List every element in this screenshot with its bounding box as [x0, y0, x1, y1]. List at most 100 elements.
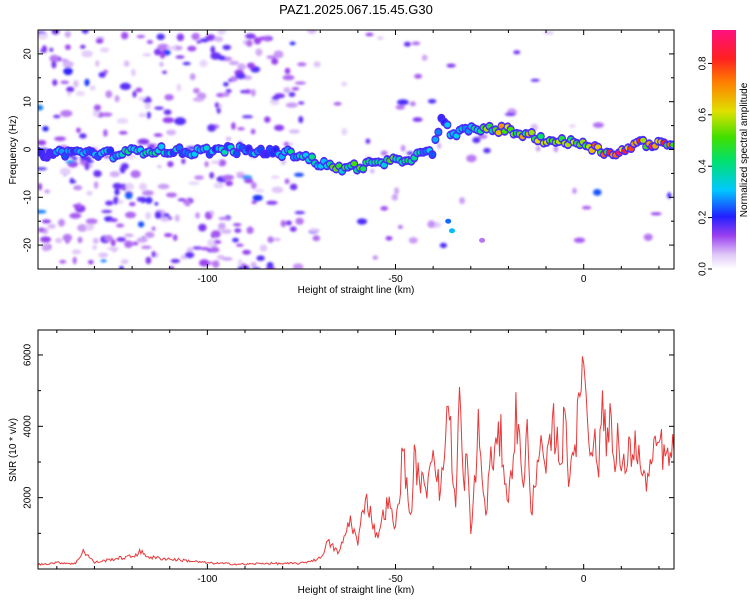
spectral-blob: [136, 237, 148, 243]
spectral-blob: [294, 81, 306, 85]
spectral-blob: [109, 218, 118, 223]
ridge-core: [435, 129, 442, 135]
spectral-blob: [195, 212, 200, 219]
spectral-blob: [479, 237, 486, 243]
spectral-blob: [123, 60, 130, 67]
spectral-blob: [213, 36, 224, 42]
spectral-blob: [75, 91, 86, 96]
snr-ylabel: SNR (10 * v/v): [8, 418, 19, 482]
spectral-blob: [86, 159, 94, 164]
spectral-blob: [157, 183, 170, 190]
spectral-blob: [124, 240, 133, 248]
spectral-blob: [210, 45, 216, 54]
ridge-core: [432, 137, 439, 143]
ridge-core: [360, 166, 367, 172]
spectral-blob: [213, 182, 224, 189]
ridge-core: [453, 133, 460, 139]
spectral-blob: [38, 33, 48, 40]
spectral-blob: [166, 46, 177, 50]
spectral-blob: [191, 33, 200, 41]
y-tick-label: 4000: [23, 415, 34, 438]
spectral-blob: [116, 237, 126, 242]
spectral-blob: [41, 45, 48, 53]
spectral-blob: [116, 223, 125, 228]
spectral-blob: [289, 41, 296, 46]
spectral-blob: [184, 199, 191, 207]
spectral-blob: [136, 34, 145, 39]
spectral-blob: [89, 85, 96, 91]
spectral-blob: [117, 199, 124, 204]
spectral-blob: [254, 189, 265, 193]
spectral-blob: [160, 216, 170, 222]
spectral-blob: [193, 87, 200, 94]
spectral-blob: [228, 60, 239, 66]
spectral-blob: [164, 94, 174, 101]
colorbar: 0.0 0.2 0.4 0.6 0.8 Normalized spectral ampl…: [698, 30, 750, 276]
y-tick-label: -20: [23, 237, 34, 252]
spectral-blob: [119, 265, 124, 269]
spectral-blob: [297, 101, 305, 105]
spectral-blob: [116, 118, 129, 124]
y-tick-label: 10: [23, 96, 34, 108]
spectral-blob: [199, 59, 208, 67]
spectral-blob: [40, 236, 52, 243]
spectral-blob: [439, 242, 447, 249]
spectral-blob: [294, 211, 306, 215]
spectral-blob: [59, 259, 67, 264]
spectral-blob: [200, 247, 210, 251]
spectral-blob: [408, 237, 418, 244]
spectral-blob: [92, 245, 98, 250]
spectral-blob: [207, 239, 216, 247]
colorbar-ticks: 0.0 0.2 0.4 0.6 0.8: [698, 56, 712, 276]
spectral-blob: [100, 259, 107, 263]
y-tick-label: -10: [23, 190, 34, 205]
spectral-blob: [231, 122, 236, 130]
spectral-blob: [159, 50, 166, 59]
snr-panel: -100 -50 0 2000 4000 6000 Height of straight …: [8, 329, 675, 596]
spectral-blob: [285, 220, 292, 226]
colorbar-tick-label: 0.4: [698, 159, 709, 173]
spectral-blob: [79, 133, 87, 139]
spectral-blob: [218, 222, 226, 230]
spectral-blob: [204, 161, 209, 168]
spectral-blob: [333, 102, 342, 106]
spectral-blob: [218, 55, 226, 61]
spectral-blob: [167, 161, 174, 168]
spectral-blob: [154, 211, 162, 219]
colorbar-tick-label: 0.0: [698, 262, 709, 276]
spectral-blob: [288, 142, 294, 147]
spectral-blob: [38, 167, 48, 171]
spectral-blob: [145, 211, 152, 220]
spectral-blob: [264, 116, 271, 123]
spectral-blob: [466, 154, 477, 163]
spectral-blob: [131, 68, 136, 77]
spectral-blob: [253, 37, 262, 45]
spectral-blob: [63, 67, 73, 76]
spectral-blob: [207, 124, 217, 132]
spectral-blob: [209, 247, 220, 253]
spectral-blob: [199, 38, 209, 43]
spectral-blob: [236, 243, 244, 247]
spectral-blob: [112, 182, 123, 189]
ridge-core: [221, 149, 228, 155]
spectral-blob: [222, 92, 230, 97]
spectral-blob: [266, 55, 276, 59]
spectral-blob: [553, 145, 559, 153]
spectral-blob: [297, 62, 307, 67]
spectral-blob: [245, 33, 256, 39]
colorbar-tick-label: 0.2: [698, 210, 709, 224]
spectral-blob: [274, 124, 285, 131]
spectral-blob: [151, 226, 156, 231]
spectral-blob: [138, 112, 147, 118]
spectral-blob: [459, 197, 465, 205]
spectral-blob: [225, 89, 232, 93]
spectral-blob: [427, 220, 436, 228]
spectral-blob: [643, 233, 653, 241]
spectral-blob: [72, 156, 78, 161]
spectrogram-ylabel: Frequency (Hz): [8, 116, 19, 185]
spectral-blob: [437, 142, 442, 149]
spectral-blob: [125, 183, 134, 190]
spectral-blob: [142, 190, 154, 196]
